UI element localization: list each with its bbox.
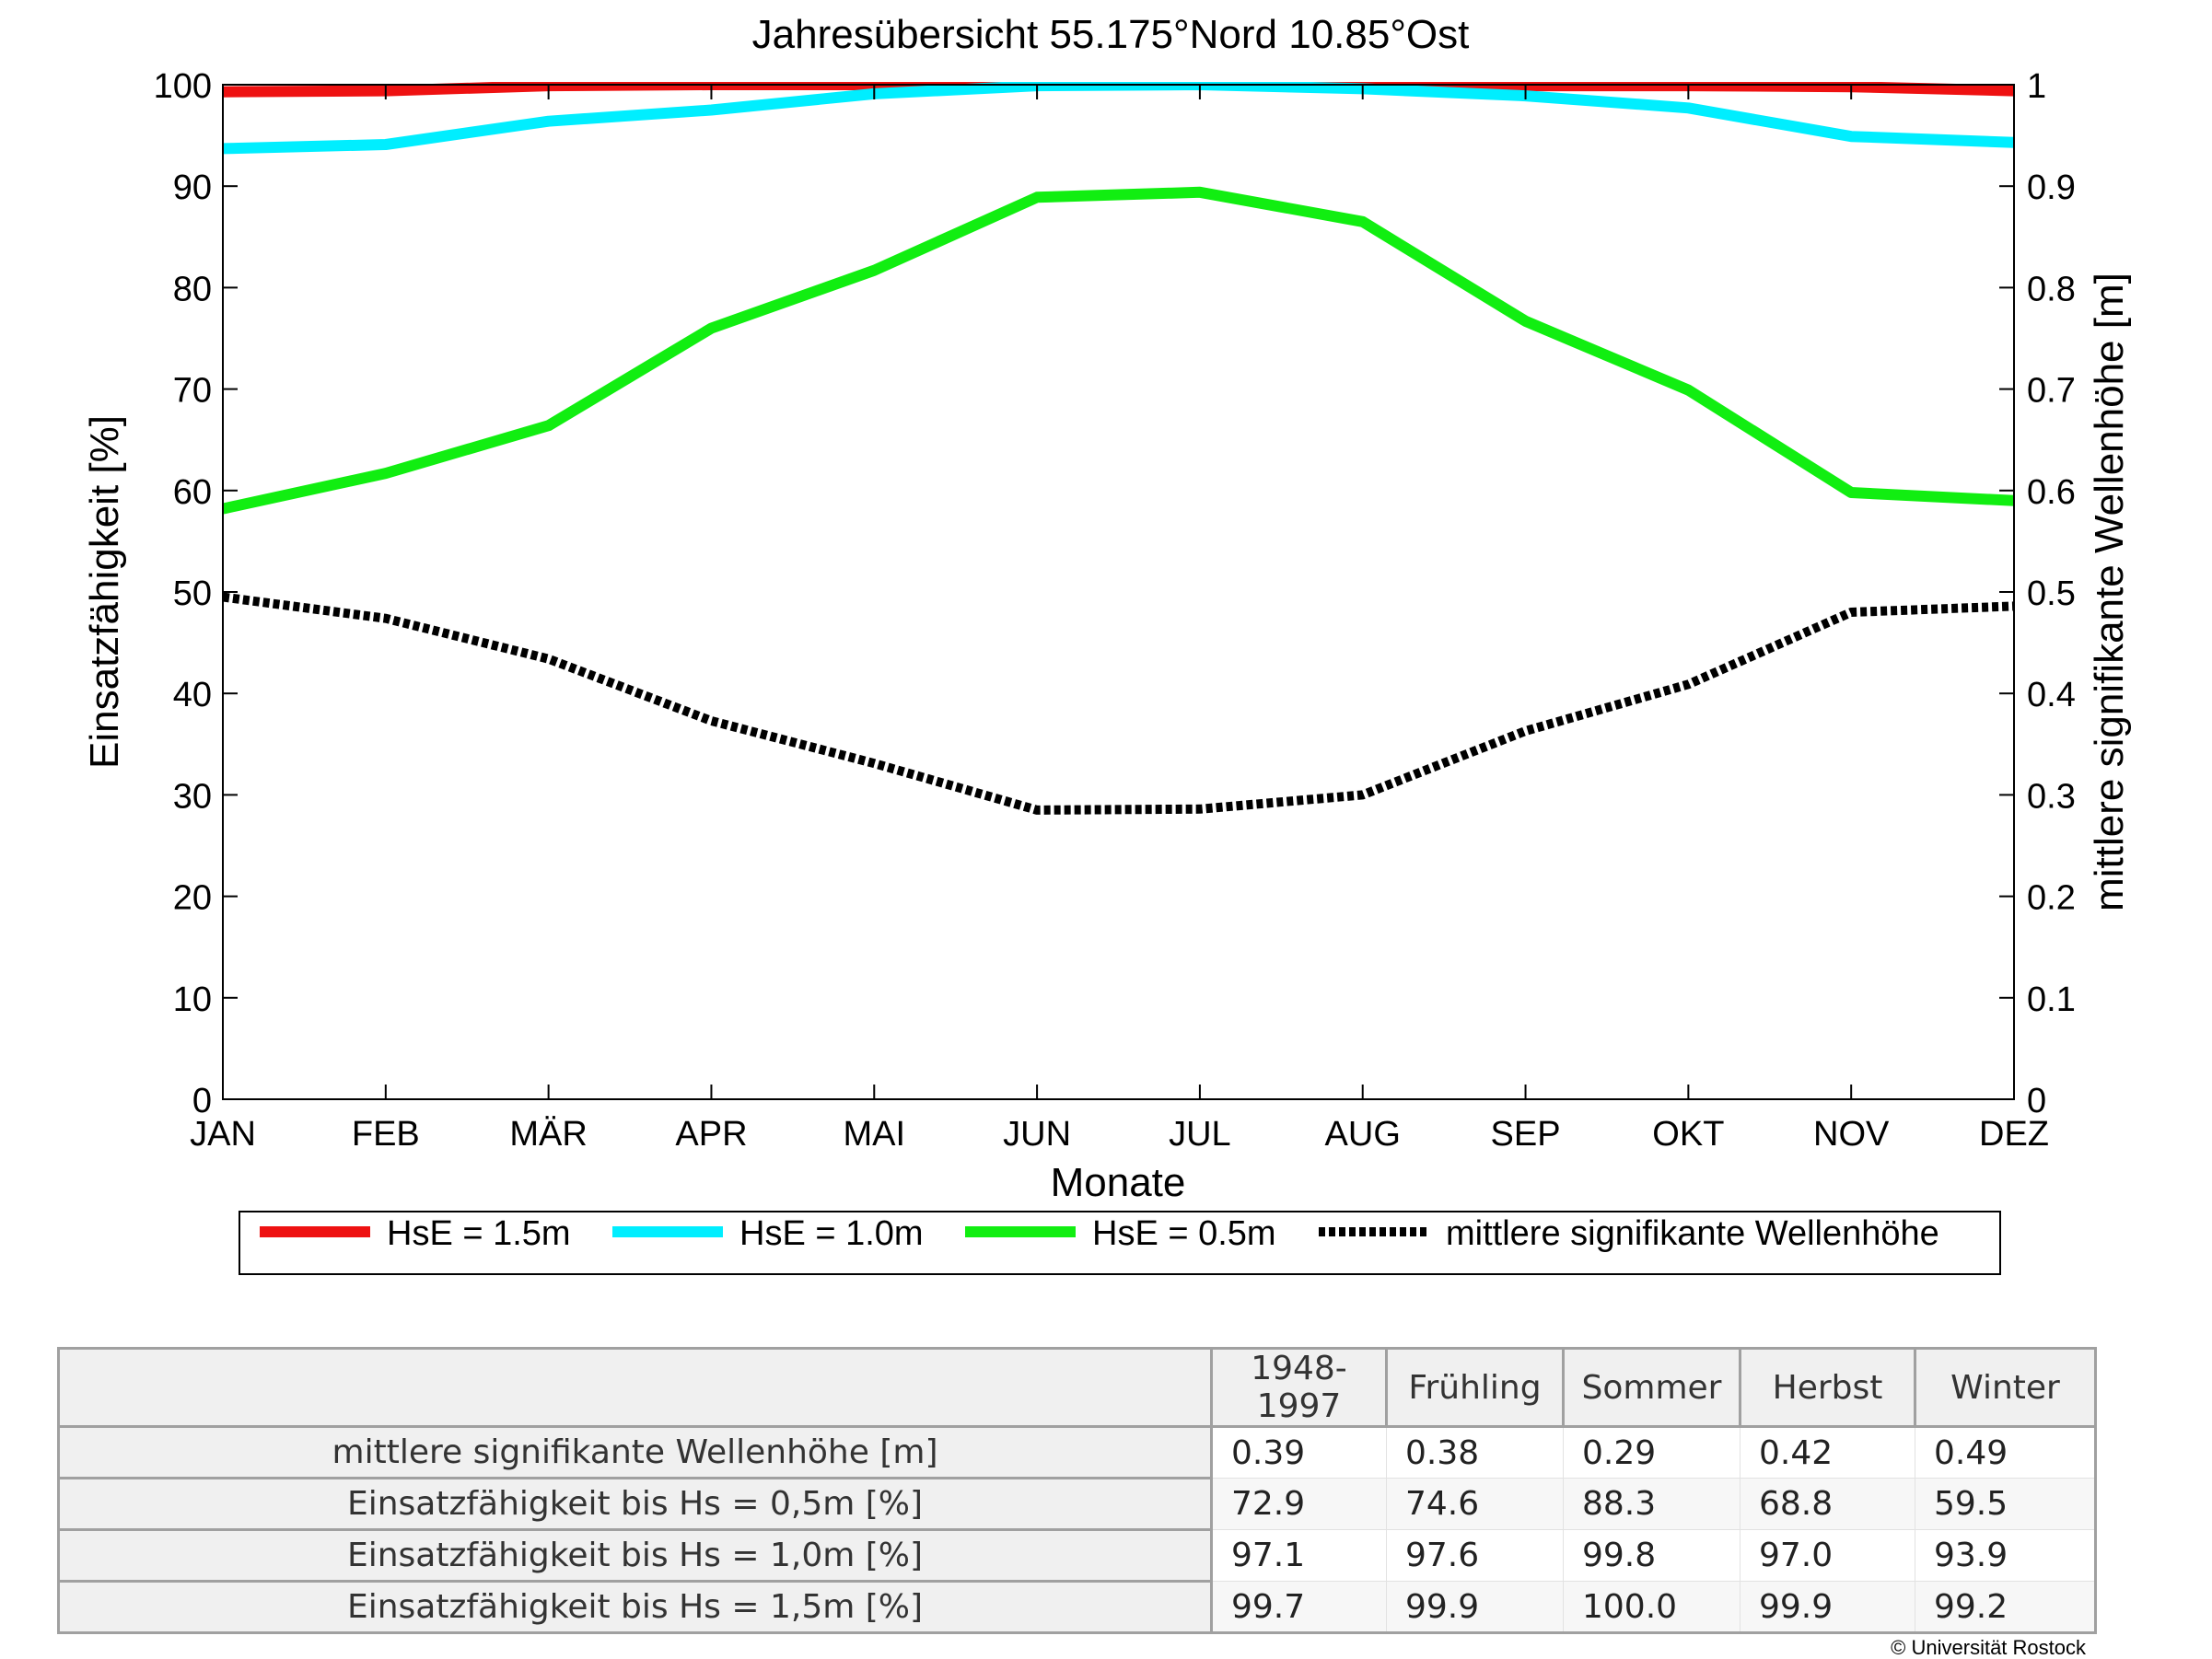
legend-label-2: HsE = 1.0m	[739, 1214, 924, 1253]
table-header-cell-period: 1948-1997	[1210, 1347, 1388, 1428]
table-cell: 72.9	[1211, 1478, 1387, 1530]
y-tick-label-right: 0.9	[2027, 168, 2076, 207]
plot-series-group	[223, 82, 2014, 815]
y-tick-label-left: 20	[173, 879, 212, 918]
plot-frame	[222, 84, 2015, 1100]
table-cell: 0.29	[1563, 1426, 1740, 1479]
table-row-label: mittlere signifikante Wellenhöhe [m]	[57, 1425, 1213, 1479]
legend-label-3: HsE = 0.5m	[1092, 1214, 1276, 1253]
table-row-label: Einsatzfähigkeit bis Hs = 1,0m [%]	[57, 1528, 1213, 1583]
table-cell: 74.6	[1386, 1478, 1564, 1530]
table-cell: 0.49	[1915, 1426, 2096, 1479]
table-header-cell-summer: Sommer	[1562, 1347, 1741, 1428]
table-cell: 99.8	[1563, 1529, 1740, 1582]
x-tick-label: SEP	[1491, 1115, 1561, 1154]
y-tick-label-left: 0	[192, 1082, 212, 1120]
table-cell: 93.9	[1915, 1529, 2096, 1582]
y-tick-label-left: 80	[173, 270, 212, 308]
legend-items: HsE = 1.5m HsE = 1.0m HsE = 0.5m mittlere s…	[260, 1214, 1939, 1253]
table-header-cell-empty	[57, 1347, 1213, 1428]
table-cell: 0.39	[1211, 1426, 1387, 1479]
x-tick-label: MAI	[843, 1115, 905, 1154]
y-tick-label-right: 0.1	[2027, 980, 2076, 1019]
table-row: Einsatzfähigkeit bis Hs = 1,5m [%] 99.7 …	[57, 1580, 2096, 1634]
x-tick-label: JAN	[190, 1115, 256, 1154]
table-row: Einsatzfähigkeit bis Hs = 1,0m [%] 97.1 …	[57, 1528, 2096, 1583]
table-cell: 97.0	[1740, 1529, 1915, 1582]
statistics-table: 1948-1997 Frühling Sommer Herbst Winter …	[57, 1347, 2097, 1634]
y-axis-label-right: mittlere signifikante Wellenhöhe [m]	[2087, 273, 2132, 911]
table-cell: 0.38	[1386, 1426, 1564, 1479]
legend: HsE = 1.5m HsE = 1.0m HsE = 0.5m mittlere s…	[239, 1211, 2001, 1275]
y-tick-label-left: 10	[173, 980, 212, 1019]
y-tick-label-left: 40	[173, 676, 212, 714]
y-tick-label-right: 0	[2027, 1082, 2046, 1120]
table-header-cell-winter: Winter	[1914, 1347, 2097, 1428]
x-tick-label: DEZ	[1979, 1115, 2049, 1154]
y-tick-label-right: 0.5	[2027, 574, 2076, 613]
table-cell: 0.42	[1740, 1426, 1915, 1479]
series-line-2	[223, 82, 2014, 155]
table-cell: 99.9	[1740, 1581, 1915, 1633]
x-axis-label: Monate	[1051, 1160, 1186, 1205]
y-tick-label-right: 0.7	[2027, 372, 2076, 411]
legend-box	[239, 1211, 2001, 1275]
y-tick-label-right: 0.6	[2027, 473, 2076, 512]
table-cell: 99.7	[1211, 1581, 1387, 1633]
x-tick-label: NOV	[1813, 1115, 1890, 1154]
table-cell: 68.8	[1740, 1478, 1915, 1530]
x-tick-label: AUG	[1325, 1115, 1401, 1154]
table-cell: 97.1	[1211, 1529, 1387, 1582]
table-header-cell-autumn: Herbst	[1739, 1347, 1916, 1428]
table-row-label: Einsatzfähigkeit bis Hs = 1,5m [%]	[57, 1580, 1213, 1634]
y-tick-label-right: 0.3	[2027, 777, 2076, 816]
x-tick-label: OKT	[1652, 1115, 1724, 1154]
y-tick-label-right: 1	[2027, 67, 2046, 106]
table-cell: 99.2	[1915, 1581, 2096, 1633]
y-tick-label-left: 90	[173, 168, 212, 207]
table-cell: 59.5	[1915, 1478, 2096, 1530]
table-header-cell-spring: Frühling	[1385, 1347, 1565, 1428]
legend-label-4: mittlere signifikante Wellenhöhe	[1446, 1214, 1939, 1253]
y-axis-label-left: Einsatzfähigkeit [%]	[82, 415, 127, 769]
x-tick-label: JUN	[1003, 1115, 1071, 1154]
table-row: mittlere signifikante Wellenhöhe [m] 0.3…	[57, 1425, 2096, 1479]
plot-series-clip-group	[223, 82, 2014, 815]
x-tick-label: APR	[675, 1115, 747, 1154]
series-line-4	[223, 592, 2014, 815]
y-tick-label-left: 60	[173, 473, 212, 512]
axis-ticks-group: 0 10 20 30 40 50 60 70 80 90 100 0 0.1 0.2 0.3 0.4 0.5 0.…	[154, 67, 2076, 1154]
y-tick-label-right: 0.4	[2027, 676, 2076, 714]
x-tick-label: JUL	[1169, 1115, 1231, 1154]
table-cell: 99.9	[1386, 1581, 1564, 1633]
table-row: Einsatzfähigkeit bis Hs = 0,5m [%] 72.9 …	[57, 1477, 2096, 1531]
y-tick-label-right: 0.8	[2027, 270, 2076, 308]
x-tick-label: FEB	[352, 1115, 420, 1154]
y-tick-label-left: 100	[154, 67, 212, 106]
table-row-label: Einsatzfähigkeit bis Hs = 0,5m [%]	[57, 1477, 1213, 1531]
table-cell: 88.3	[1563, 1478, 1740, 1530]
chart-title: Jahresübersicht 55.175°Nord 10.85°Ost	[752, 12, 1470, 57]
table-cell: 97.6	[1386, 1529, 1564, 1582]
legend-label-1: HsE = 1.5m	[387, 1214, 571, 1253]
x-tick-label: MÄR	[509, 1115, 587, 1154]
series-line-3	[223, 186, 2014, 515]
annual-overview-chart: Jahresübersicht 55.175°Nord 10.85°Ost 0 1…	[82, 12, 2132, 1275]
y-tick-label-right: 0.2	[2027, 879, 2076, 918]
y-tick-label-left: 30	[173, 777, 212, 816]
y-tick-label-left: 50	[173, 574, 212, 613]
table-cell: 100.0	[1563, 1581, 1740, 1633]
copyright-notice: © Universität Rostock	[1891, 1636, 2086, 1659]
table-header-row: 1948-1997 Frühling Sommer Herbst Winter	[57, 1347, 2097, 1428]
y-tick-label-left: 70	[173, 372, 212, 411]
